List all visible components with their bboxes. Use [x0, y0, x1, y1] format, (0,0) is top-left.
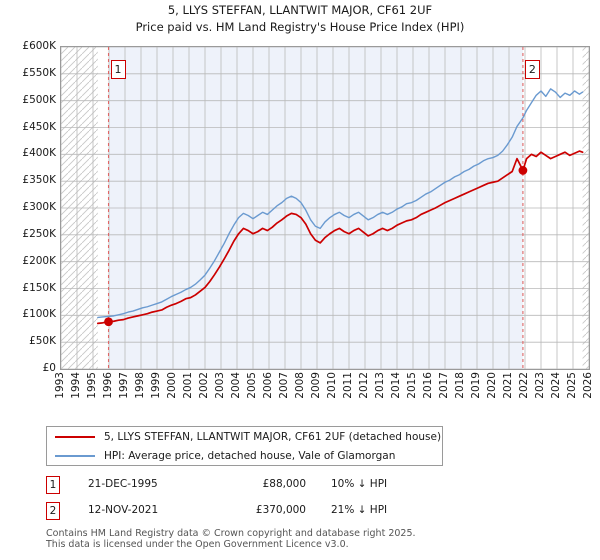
chart-marker-badge-1: 1 [110, 60, 126, 79]
legend-label-hpi: HPI: Average price, detached house, Vale… [104, 450, 396, 462]
sale-hpi-delta: 10% ↓ HPI [331, 478, 388, 490]
footer-line-1: Contains HM Land Registry data © Crown c… [46, 528, 416, 539]
x-axis-labels: 1993 1994 1995 1996 1997 1998 1999 2000 2001 2002… [54, 372, 594, 418]
y-axis-tick: £150K [22, 281, 56, 294]
x-axis-tick: 2026 [581, 372, 594, 399]
x-axis-tick: 2014 [389, 372, 402, 399]
footer-line-2: This data is licensed under the Open Gov… [46, 539, 349, 550]
y-axis-tick: £450K [22, 120, 56, 133]
x-axis-tick: 1995 [85, 372, 98, 399]
x-axis-tick: 2000 [165, 372, 178, 399]
x-axis-tick: 2008 [293, 372, 306, 399]
x-axis-tick: 2020 [485, 372, 498, 399]
legend-swatch-hpi [55, 455, 95, 457]
sale-marker-number: 1 [46, 476, 60, 494]
x-axis-tick: 2012 [357, 372, 370, 399]
x-axis-tick: 1993 [53, 372, 66, 399]
legend-swatch-price-paid [55, 436, 95, 438]
legend-label-price-paid: 5, LLYS STEFFAN, LLANTWIT MAJOR, CF61 2U… [104, 431, 442, 443]
x-axis-tick: 1997 [117, 372, 130, 399]
x-axis-tick: 2023 [533, 372, 546, 399]
sale-price: £88,000 [262, 478, 306, 490]
x-axis-tick: 2001 [181, 372, 194, 399]
y-axis-tick: £550K [22, 66, 56, 79]
sale-price: £370,000 [255, 504, 306, 516]
title-line-1: 5, LLYS STEFFAN, LLANTWIT MAJOR, CF61 2U… [167, 3, 433, 17]
x-axis-tick: 2011 [341, 372, 354, 399]
legend-item-price-paid: 5, LLYS STEFFAN, LLANTWIT MAJOR, CF61 2U… [47, 427, 442, 447]
x-axis-tick: 2010 [325, 372, 338, 399]
sale-date: 21-DEC-1995 [88, 478, 158, 490]
y-axis-tick: £250K [22, 227, 56, 240]
x-axis-tick: 1994 [69, 372, 82, 399]
legend-item-hpi: HPI: Average price, detached house, Vale… [47, 446, 442, 466]
x-axis-tick: 2002 [197, 372, 210, 399]
plot-area [60, 46, 590, 370]
footer-attribution: Contains HM Land Registry data © Crown c… [46, 528, 586, 550]
page-title: 5, LLYS STEFFAN, LLANTWIT MAJOR, CF61 2U… [0, 2, 600, 36]
x-axis-tick: 2021 [501, 372, 514, 399]
x-axis-tick: 1998 [133, 372, 146, 399]
sale-hpi-delta: 21% ↓ HPI [331, 504, 388, 516]
x-axis-tick: 2009 [309, 372, 322, 399]
y-axis-tick: £600K [22, 40, 56, 52]
x-axis-tick: 1999 [149, 372, 162, 399]
x-axis-tick: 2013 [373, 372, 386, 399]
x-axis-tick: 2016 [421, 372, 434, 399]
y-axis-tick: £200K [22, 254, 56, 267]
chart-marker-badge-2: 2 [524, 60, 540, 79]
x-axis-tick: 2025 [565, 372, 578, 399]
sale-record-row: 2 12-NOV-2021 £370,000 21% ↓ HPI [46, 502, 466, 522]
y-axis-tick: £50K [29, 335, 56, 348]
y-axis-tick: £350K [22, 174, 56, 187]
chart-legend: 5, LLYS STEFFAN, LLANTWIT MAJOR, CF61 2U… [46, 426, 443, 466]
x-axis-tick: 2006 [261, 372, 274, 399]
x-axis-tick: 2005 [245, 372, 258, 399]
y-axis-labels: £0 £50K £100K £150K £200K £250K £300K £350K £400… [0, 41, 56, 374]
y-axis-tick: £100K [22, 308, 56, 321]
y-axis-tick: £400K [22, 147, 56, 160]
x-axis-tick: 2003 [213, 372, 226, 399]
sale-record-row: 1 21-DEC-1995 £88,000 10% ↓ HPI [46, 476, 466, 496]
x-axis-tick: 2019 [469, 372, 482, 399]
x-axis-tick: 2018 [453, 372, 466, 399]
x-axis-tick: 2004 [229, 372, 242, 399]
sale-date: 12-NOV-2021 [88, 504, 159, 516]
x-axis-tick: 1996 [101, 372, 114, 399]
x-axis-tick: 2007 [277, 372, 290, 399]
plot-svg [61, 47, 589, 369]
title-line-2: Price paid vs. HM Land Registry's House … [135, 20, 465, 34]
x-axis-tick: 2015 [405, 372, 418, 399]
y-axis-tick: £500K [22, 93, 56, 106]
y-axis-tick: £0 [42, 362, 56, 374]
sale-marker-number: 2 [46, 502, 60, 520]
x-axis-tick: 2022 [517, 372, 530, 399]
y-axis-tick: £300K [22, 201, 56, 213]
x-axis-tick: 2017 [437, 372, 450, 399]
x-axis-tick: 2024 [549, 372, 562, 399]
